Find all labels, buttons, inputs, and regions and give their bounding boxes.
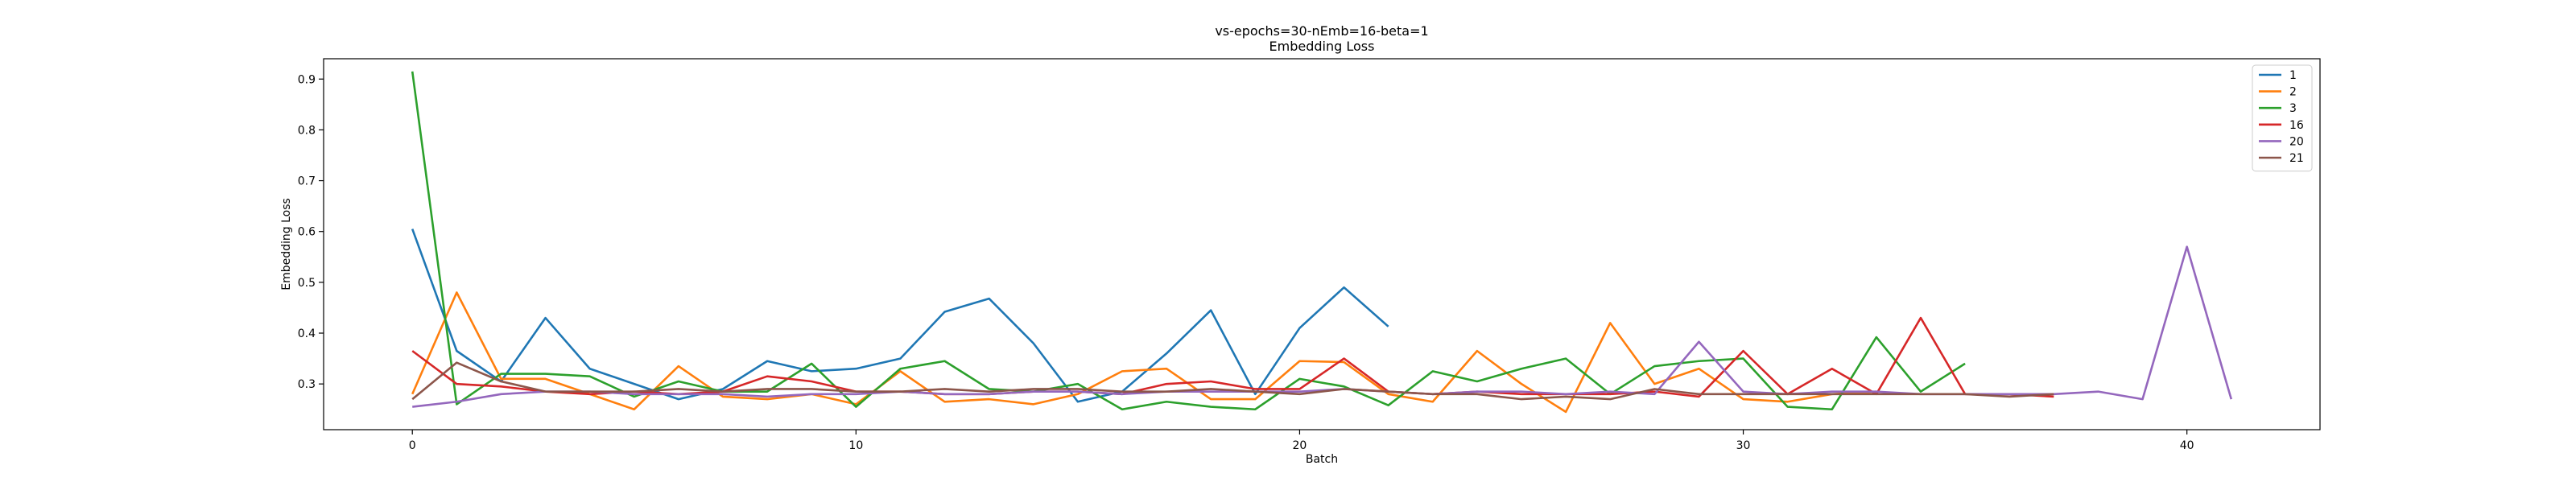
y-tick-label: 0.5 bbox=[298, 277, 316, 290]
x-tick-label: 10 bbox=[848, 439, 863, 452]
x-tick-label: 40 bbox=[2180, 439, 2194, 452]
x-tick-label: 30 bbox=[1736, 439, 1751, 452]
x-tick-label: 0 bbox=[409, 439, 416, 452]
chart-subtitle: Embedding Loss bbox=[1269, 39, 1375, 54]
chart-title: vs-epochs=30-nEmb=16-beta=1 bbox=[1215, 23, 1428, 39]
y-tick-label: 0.8 bbox=[298, 124, 316, 137]
y-tick-label: 0.6 bbox=[298, 226, 316, 239]
legend-label-16: 16 bbox=[2289, 119, 2304, 132]
x-axis-label: Batch bbox=[1306, 453, 1338, 466]
plot-area bbox=[411, 71, 2233, 414]
legend-label-21: 21 bbox=[2289, 152, 2304, 165]
legend-label-1: 1 bbox=[2289, 69, 2297, 82]
series-line-2 bbox=[411, 291, 1876, 414]
plot-frame bbox=[323, 58, 2321, 430]
legend-label-3: 3 bbox=[2289, 102, 2297, 115]
legend-label-20: 20 bbox=[2289, 135, 2304, 148]
legend: 1 2 3 16 20 21 bbox=[2252, 64, 2313, 172]
y-axis: 0.3 0.4 0.5 0.6 0.7 0.8 0.9 bbox=[298, 73, 324, 391]
series-line-1 bbox=[411, 229, 1389, 403]
legend-label-2: 2 bbox=[2289, 86, 2297, 99]
x-tick-label: 20 bbox=[1293, 439, 1307, 452]
y-tick-label: 0.3 bbox=[298, 378, 316, 391]
x-axis: 0 10 20 30 40 bbox=[409, 430, 2194, 452]
y-tick-label: 0.7 bbox=[298, 175, 316, 188]
series-line-3 bbox=[411, 71, 1966, 411]
y-axis-label: Embedding Loss bbox=[280, 198, 293, 290]
y-tick-label: 0.9 bbox=[298, 73, 316, 86]
y-tick-label: 0.4 bbox=[298, 327, 316, 340]
series-line-21 bbox=[411, 361, 2054, 401]
